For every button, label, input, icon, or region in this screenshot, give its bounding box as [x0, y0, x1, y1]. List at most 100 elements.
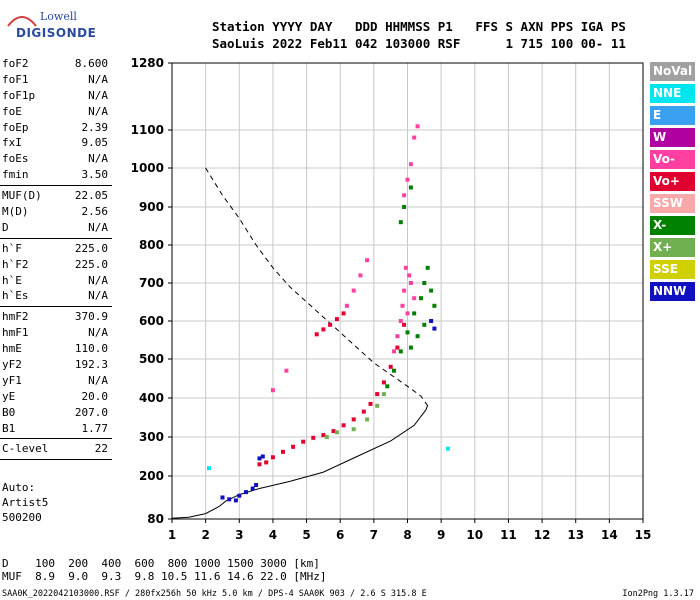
param-row-fof2: foF2 8.600	[0, 56, 112, 72]
parameter-panel: foF2 8.600 foF1 N/A foF1p N/A foE N/A foEp 2.39 fx…	[0, 56, 112, 462]
echo-point-x-	[415, 334, 420, 339]
param-key: foF1p	[2, 88, 36, 102]
param-key: foEs	[2, 152, 29, 166]
param-row-fmin: fmin 3.50	[0, 167, 112, 183]
echo-point-x-	[334, 430, 339, 435]
echo-point-vo-	[412, 135, 417, 140]
curve-profile-solid	[171, 404, 429, 519]
x-tick-label: 15	[635, 528, 652, 542]
echo-point-x-	[408, 345, 413, 350]
echo-point-vo-	[375, 392, 380, 397]
param-row-h-e: h`E N/A	[0, 273, 112, 289]
param-divider	[0, 459, 112, 462]
param-value: N/A	[88, 326, 108, 340]
x-tick-label: 7	[370, 528, 378, 542]
echo-point-x-	[402, 205, 407, 209]
echo-point-vo-	[284, 368, 289, 373]
echo-point-vo-	[291, 444, 296, 449]
y-tick-label: 800	[139, 238, 164, 252]
echo-point-vo-	[398, 319, 403, 323]
echo-point-nnw	[254, 483, 259, 487]
param-row-d: D N/A	[0, 220, 112, 236]
echo-point-vo-	[341, 311, 346, 316]
param-divider	[0, 438, 112, 441]
x-tick-label: 14	[601, 528, 618, 542]
param-value: 225.0	[74, 241, 108, 255]
x-tick-label: 10	[466, 528, 483, 542]
param-row-hmf2: hmF2 370.9	[0, 309, 112, 325]
echo-point-vo-	[408, 162, 413, 167]
echo-point-vo-	[314, 332, 319, 337]
legend-item-nne: NNE	[650, 84, 695, 103]
echo-point-vo-	[321, 433, 326, 438]
logo-line2: DIGISONDE	[16, 26, 97, 40]
echo-point-vo-	[301, 439, 306, 444]
echo-point-vo-	[321, 327, 326, 332]
echo-point-vo-	[351, 288, 356, 293]
param-value: 2.56	[81, 205, 109, 219]
param-key: M(D)	[2, 205, 29, 219]
echo-point-nnw	[220, 495, 225, 500]
echo-point-vo-	[381, 380, 386, 385]
header-line1: Station YYYY DAY DDD HHMMSS P1 FFS S AXN…	[212, 19, 626, 34]
legend-item-sse: SSE	[650, 260, 695, 279]
legend-item-noval: NoVal	[650, 62, 695, 81]
x-tick-label: 9	[437, 528, 445, 542]
y-tick-label: 1100	[131, 123, 164, 137]
param-row-yf2: yF2 192.3	[0, 357, 112, 373]
y-tick-label: 80	[147, 512, 164, 526]
param-key: h`F2	[2, 257, 29, 271]
echo-point-nne	[445, 446, 450, 451]
legend-item-vo-: Vo+	[650, 172, 695, 191]
echo-point-vo-	[361, 409, 366, 414]
x-tick-label: 5	[302, 528, 310, 542]
echo-point-vo-	[402, 322, 407, 327]
muf-table: D 100 200 400 600 800 1000 1500 3000 [km…	[2, 557, 327, 583]
echo-point-vo-	[412, 296, 417, 301]
echo-point-vo-	[351, 417, 356, 422]
param-row-ye: yE 20.0	[0, 389, 112, 405]
polarization-legend: NoVal NNE E W Vo- Vo+ SSW X- X+ SSE NNW	[650, 62, 695, 304]
echo-point-vo-	[368, 401, 373, 406]
legend-item-x-: X-	[650, 216, 695, 235]
legend-item-ssw: SSW	[650, 194, 695, 213]
y-tick-label: 600	[139, 314, 164, 328]
param-row-foep: foEp 2.39	[0, 120, 112, 136]
echo-point-vo-	[270, 455, 275, 460]
y-tick-label: 1280	[131, 56, 164, 70]
param-value: N/A	[88, 104, 108, 118]
echo-point-x-	[429, 288, 434, 293]
auto-line1: Auto:	[2, 481, 36, 494]
echo-point-vo-	[400, 303, 405, 308]
muf-line1: D 100 200 400 600 800 1000 1500 3000 [km…	[2, 557, 320, 570]
echo-point-nnw	[233, 498, 238, 503]
echo-point-vo-	[395, 334, 400, 339]
echo-point-vo-	[334, 317, 339, 322]
param-key: fmin	[2, 168, 29, 182]
param-key: h`E	[2, 273, 22, 287]
y-tick-label: 500	[139, 352, 164, 366]
echo-point-nnw	[237, 493, 242, 498]
param-key: C-level	[2, 442, 49, 456]
param-row-fxi: fxI 9.05	[0, 135, 112, 151]
param-row-h-f2: h`F2 225.0	[0, 257, 112, 273]
x-tick-label: 4	[269, 528, 277, 542]
echo-point-nnw	[432, 326, 437, 331]
echo-point-vo-	[264, 460, 269, 465]
echo-point-vo-	[358, 273, 363, 278]
echo-point-vo-	[344, 303, 349, 308]
echo-point-x-	[419, 296, 423, 301]
y-tick-label: 1000	[131, 161, 164, 175]
param-value: 110.0	[74, 342, 108, 356]
echo-point-vo-	[402, 193, 407, 198]
echo-point-vo-	[402, 288, 407, 293]
echo-point-vo-	[415, 124, 420, 129]
param-value: 192.3	[74, 358, 108, 372]
param-key: hmF2	[2, 310, 29, 324]
param-row-foe: foE N/A	[0, 104, 112, 120]
echo-point-vo-	[270, 388, 275, 393]
muf-line2: MUF 8.9 9.0 9.3 9.8 10.5 11.6 14.6 22.0 …	[2, 570, 327, 583]
curve-profile-dashed	[205, 167, 429, 407]
auto-line2: Artist5	[2, 496, 49, 509]
param-value: 9.05	[81, 136, 109, 150]
